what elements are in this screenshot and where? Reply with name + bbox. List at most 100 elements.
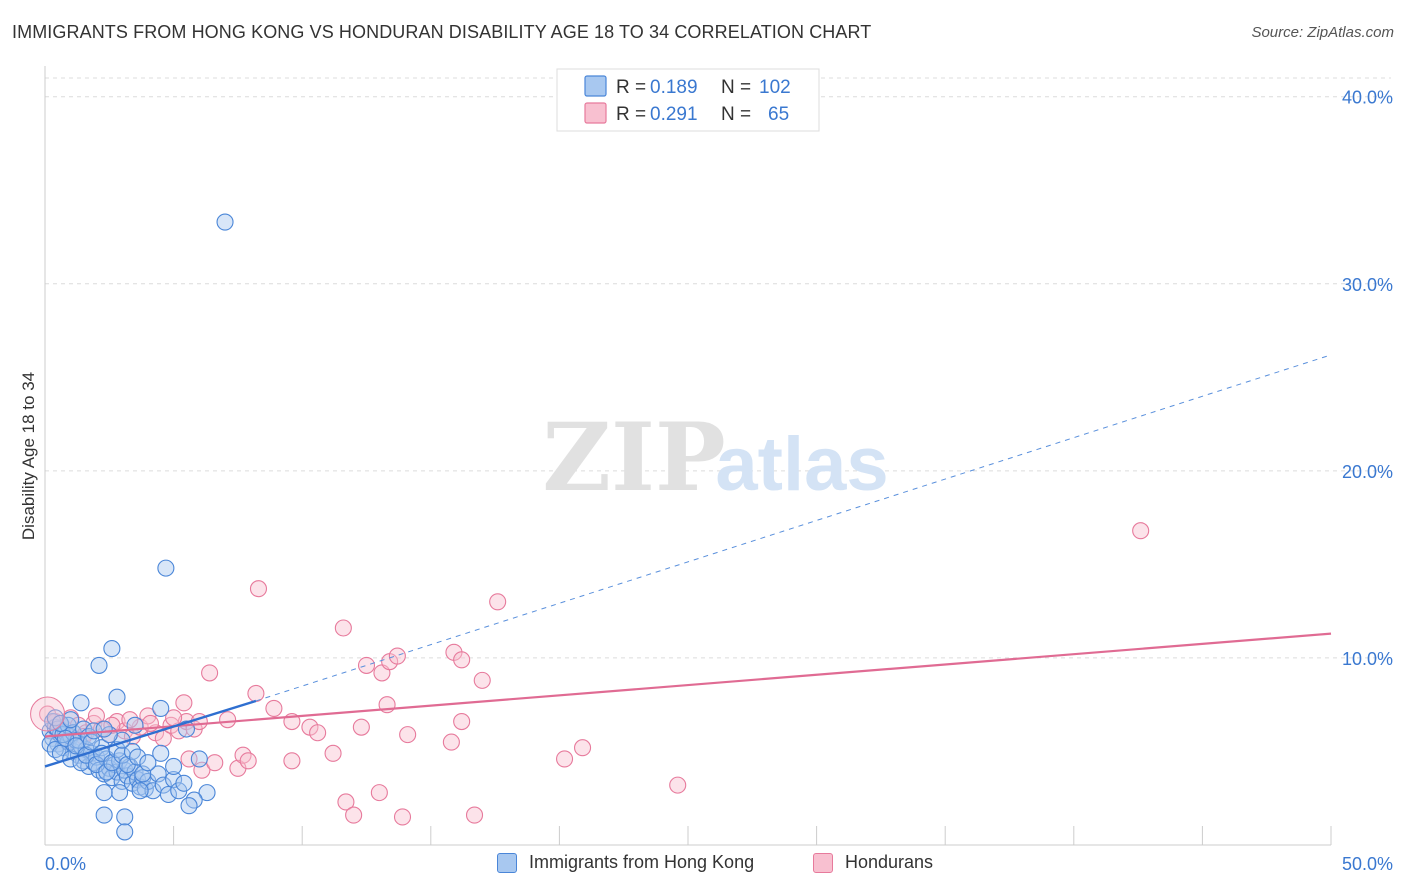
point-hondurans: [442, 733, 460, 751]
point-hongkong: [62, 711, 80, 729]
trend-lines: [44, 354, 1332, 768]
point-hongkong: [103, 640, 121, 658]
point-hondurans: [399, 726, 417, 744]
point-hongkong: [108, 688, 126, 706]
stats-legend: R = 0.189 N = 102 R = 0.291 N = 65: [556, 68, 820, 132]
legend-r-label-1: R =: [616, 77, 646, 98]
legend-item-hondurans: Hondurans: [813, 852, 933, 873]
point-hondurans: [334, 619, 352, 637]
point-hondurans: [345, 806, 363, 824]
point-hongkong: [165, 757, 183, 775]
point-hongkong: [149, 765, 167, 783]
point-hondurans: [180, 750, 198, 768]
point-hondurans: [175, 694, 193, 712]
legend-swatch: [813, 852, 833, 873]
point-hondurans: [324, 744, 342, 762]
trendline-hongkong: [44, 699, 257, 768]
point-hongkong: [126, 716, 144, 734]
point-hongkong: [198, 784, 216, 802]
series-legend: Immigrants from Hong Kong Hondurans: [0, 852, 1406, 878]
point-hongkong: [95, 806, 113, 824]
point-hongkong: [116, 808, 134, 826]
legend-n-label-1: N =: [721, 77, 751, 98]
point-hongkong: [157, 559, 175, 577]
point-hongkong: [98, 763, 116, 781]
legend-label-hondurans: Hondurans: [845, 852, 934, 872]
legend-swatch: [497, 852, 517, 873]
point-hongkong: [159, 785, 178, 804]
legend-r-value-1: 0.189: [650, 77, 698, 98]
point-hongkong: [190, 750, 208, 768]
point-hongkong: [131, 782, 149, 800]
watermark-zip: ZIP: [542, 403, 725, 513]
point-hondurans: [265, 699, 283, 717]
point-hondurans: [283, 752, 301, 770]
point-hondurans: [489, 593, 507, 611]
point-hongkong: [129, 748, 147, 766]
point-hongkong: [180, 797, 198, 815]
point-hongkong: [95, 784, 113, 802]
point-hongkong: [216, 213, 234, 231]
legend-n-value-1: 102: [759, 77, 791, 98]
y-tick-label: 10.0%: [1342, 649, 1393, 669]
point-hongkong: [90, 656, 108, 674]
point-hondurans: [357, 656, 376, 674]
point-hondurans: [206, 754, 224, 772]
point-hondurans: [388, 647, 406, 665]
y-tick-label: 20.0%: [1342, 462, 1393, 482]
point-hondurans: [453, 712, 471, 731]
point-hondurans: [555, 750, 574, 768]
point-hondurans: [352, 718, 370, 736]
point-hondurans: [219, 711, 237, 729]
point-hondurans: [87, 707, 105, 725]
point-hongkong: [139, 754, 157, 772]
point-hondurans: [249, 580, 268, 598]
point-hondurans: [239, 752, 257, 770]
point-hondurans: [201, 664, 219, 682]
source-label: Source: ZipAtlas.com: [1251, 24, 1394, 41]
point-hondurans: [573, 739, 592, 757]
legend-r-value-2: 0.291: [650, 104, 698, 125]
chart-title: IMMIGRANTS FROM HONG KONG VS HONDURAN DI…: [12, 22, 872, 42]
point-hongkong: [154, 776, 172, 794]
legend-n-label-2: N =: [721, 104, 751, 125]
trendline-hondurans: [44, 632, 1332, 738]
point-hondurans: [453, 651, 471, 669]
point-hondurans: [1132, 522, 1150, 540]
legend-swatch-hondurans: [584, 102, 607, 124]
x-tick-label: 0.0%: [45, 854, 86, 874]
point-hongkong: [152, 744, 170, 762]
x-tick-label: 50.0%: [1342, 854, 1393, 874]
point-hongkong: [134, 765, 152, 783]
scatter-points: [30, 213, 1150, 841]
point-hongkong: [82, 733, 100, 751]
point-hongkong: [51, 714, 69, 732]
point-hongkong: [116, 823, 134, 841]
legend-swatch-hongkong: [584, 75, 607, 97]
axes: 10.0% 20.0% 30.0% 40.0% 0.0% 50.0%: [44, 66, 1393, 874]
y-tick-label: 40.0%: [1342, 88, 1393, 108]
point-hondurans: [473, 671, 491, 689]
point-hongkong: [175, 774, 193, 792]
point-hondurans-large: [30, 696, 66, 732]
point-hondurans: [370, 784, 388, 802]
point-hongkong: [152, 699, 170, 717]
legend-r-label-2: R =: [616, 104, 646, 125]
gridlines: [45, 77, 1391, 659]
trendline-hongkong-extension: [255, 354, 1332, 702]
legend-n-value-2: 65: [768, 104, 789, 125]
point-hondurans: [393, 808, 412, 826]
legend-label-hongkong: Immigrants from Hong Kong: [529, 852, 755, 872]
y-tick-label: 30.0%: [1342, 275, 1393, 295]
point-hongkong: [72, 694, 90, 712]
point-hongkong: [165, 770, 183, 789]
watermark: ZIP atlas: [542, 403, 888, 513]
point-hondurans: [337, 793, 355, 811]
y-axis-label: Disability Age 18 to 34: [19, 372, 38, 540]
watermark-atlas: atlas: [715, 422, 888, 507]
point-hondurans: [193, 761, 211, 779]
legend-item-hongkong: Immigrants from Hong Kong: [497, 852, 754, 873]
point-hondurans: [247, 684, 265, 703]
point-hongkong: [111, 784, 129, 802]
